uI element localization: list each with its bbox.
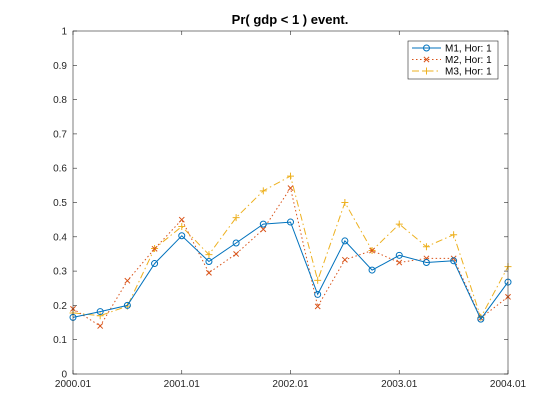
data-point-marker (287, 172, 294, 180)
data-point-marker (287, 185, 294, 192)
data-point-marker (314, 290, 322, 298)
data-point-marker (97, 323, 104, 329)
data-point-marker (396, 259, 403, 266)
data-point-marker (232, 239, 240, 247)
data-point-marker (259, 187, 267, 195)
y-tick-label: 0.8 (53, 95, 67, 106)
plot-area (73, 31, 508, 374)
data-point-marker (287, 218, 294, 226)
data-point-marker (233, 250, 240, 257)
data-point-marker (205, 251, 213, 259)
data-point-marker (205, 257, 213, 265)
data-point-marker (232, 214, 240, 222)
y-tick-label: 0.3 (53, 267, 67, 278)
data-point-marker (151, 245, 158, 252)
legend-label-2: M2, Hor: 1 (445, 55, 492, 66)
chart-title: Pr( gdp < 1 ) event. (232, 12, 349, 27)
y-tick-label: 0.7 (53, 129, 67, 140)
series-line-1 (72, 221, 509, 321)
data-point-marker (395, 220, 403, 228)
legend-label-3: M3, Hor: 1 (445, 67, 492, 78)
y-tick-label: 0.5 (53, 198, 67, 209)
x-tick-label: 2003.01 (381, 379, 418, 390)
y-tick-label: 0.9 (53, 61, 67, 72)
data-point-marker (450, 257, 458, 265)
data-point-marker (205, 269, 212, 276)
y-tick-label: 0.6 (53, 164, 67, 175)
y-tick-label: 0.2 (53, 301, 67, 312)
data-point-marker (422, 243, 430, 251)
legend-label-1: M1, Hor: 1 (445, 44, 492, 55)
x-tick-label: 2000.01 (55, 379, 92, 390)
series-line-2 (72, 186, 509, 327)
y-ticks: 0 0.1 0.2 0.3 0.4 0.5 0.6 0.7 0.8 0.9 1 (53, 27, 508, 381)
legend-marker-3 (423, 67, 430, 75)
data-point-marker (123, 301, 131, 309)
series-layer (69, 172, 512, 329)
y-tick-label: 0 (61, 370, 67, 381)
x-tick-label: 2001.01 (164, 379, 201, 390)
data-point-marker (124, 277, 131, 284)
data-point-marker (341, 199, 349, 206)
data-point-marker (341, 237, 349, 245)
data-point-marker (341, 256, 348, 263)
data-point-marker (96, 312, 104, 320)
data-point-marker (314, 276, 322, 284)
data-point-marker (450, 231, 458, 239)
y-tick-label: 0.4 (53, 232, 67, 243)
legend-marker-1 (423, 44, 430, 52)
legend: M1, Hor: 1M2, Hor: 1M3, Hor: 1 (407, 40, 499, 80)
y-tick-label: 1 (61, 27, 67, 38)
data-point-marker (151, 260, 159, 268)
legend-marker-2 (423, 56, 430, 63)
data-point-marker (450, 255, 457, 262)
data-point-marker (259, 220, 267, 228)
x-tick-label: 2004.01 (490, 379, 527, 390)
data-point-marker (178, 232, 186, 240)
data-point-marker (260, 226, 267, 233)
data-point-marker (178, 223, 186, 231)
y-tick-label: 0.1 (53, 335, 67, 346)
data-point-marker (178, 216, 185, 223)
data-point-marker (369, 247, 376, 254)
data-point-marker (422, 259, 430, 267)
data-point-marker (96, 308, 104, 316)
x-tick-label: 2002.01 (272, 379, 309, 390)
data-point-marker (395, 251, 403, 259)
x-ticks: 2000.01 2001.01 2002.01 2003.01 2004.01 (55, 31, 527, 390)
data-point-marker (477, 315, 485, 323)
legend-box (407, 40, 499, 80)
data-point-marker (368, 266, 376, 274)
series-1 (69, 218, 512, 323)
data-point-marker (314, 303, 321, 310)
